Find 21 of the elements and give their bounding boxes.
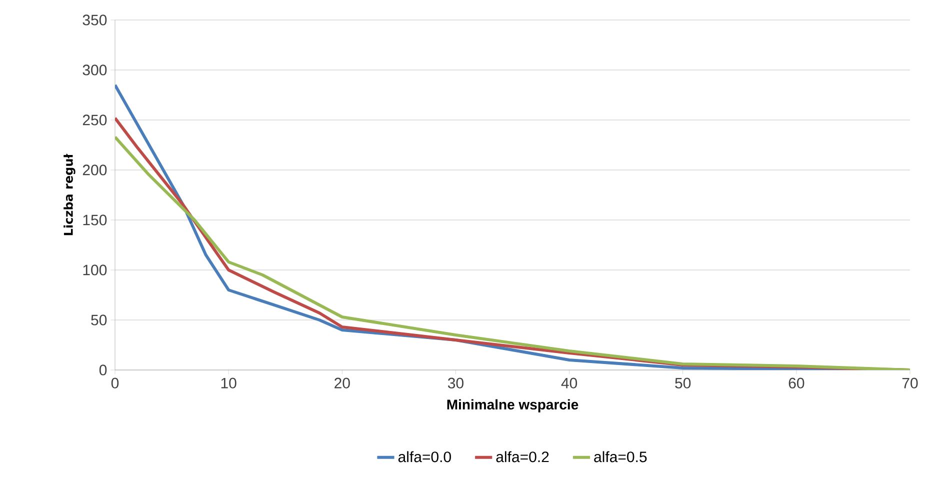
y-tick-label: 0 [99,364,107,376]
y-tick-label: 350 [82,14,107,26]
legend-label: alfa=0.0 [398,451,451,462]
y-tick-label: 250 [82,114,107,126]
x-tick-label: 0 [111,378,119,388]
x-tick-label: 30 [448,378,464,388]
legend-label: alfa=0.5 [594,451,647,462]
legend-label: alfa=0.2 [496,451,549,462]
x-axis-title: Minimalne wsparcie [447,399,578,412]
y-tick-label: 300 [82,64,107,76]
y-tick-label: 50 [91,314,107,326]
x-tick-label: 40 [561,378,578,388]
x-tick-label: 60 [788,378,804,388]
x-tick-label: 20 [334,378,350,388]
x-tick-label: 70 [902,378,918,388]
y-tick-label: 150 [83,214,107,226]
x-tick-label: 10 [221,378,236,388]
y-tick-label: 200 [82,164,107,176]
x-tick-label: 50 [675,378,691,388]
y-axis-title: Liczba reguł [64,154,76,236]
y-tick-label: 100 [83,264,107,276]
